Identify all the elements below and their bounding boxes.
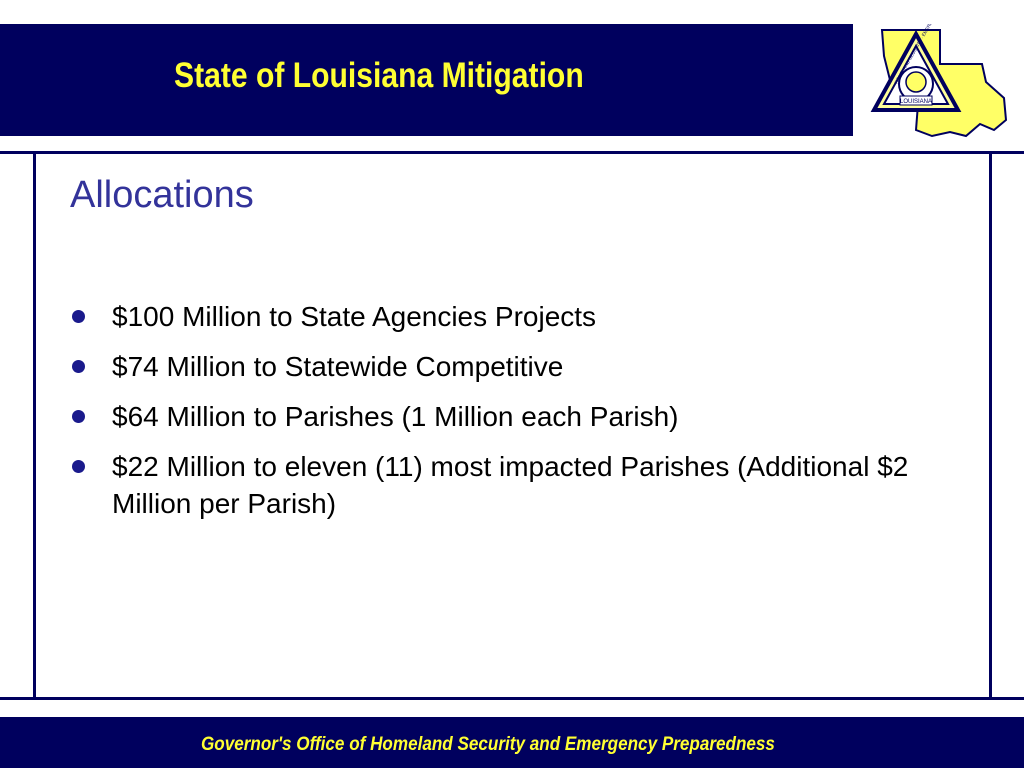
bullet-dot-icon <box>72 360 85 373</box>
header-bar <box>0 24 853 136</box>
louisiana-homeland-security-emblem-icon: LOUISIANA HOMELAND SECURITY · EMERGENCY … <box>870 24 1010 148</box>
content-right-border <box>989 151 992 700</box>
bullet-item: $74 Million to Statewide Competitive <box>70 348 930 385</box>
logo-label: LOUISIANA <box>900 99 932 105</box>
bullet-dot-icon <box>72 460 85 473</box>
bullet-text: $74 Million to Statewide Competitive <box>112 351 564 382</box>
header-title: State of Louisiana Mitigation <box>174 56 584 95</box>
bullet-text: $64 Million to Parishes (1 Million each … <box>112 401 679 432</box>
footer-text: Governor's Office of Homeland Security a… <box>201 734 775 755</box>
content-top-border <box>0 151 1024 154</box>
bullet-item: $64 Million to Parishes (1 Million each … <box>70 398 930 435</box>
bullet-text: $100 Million to State Agencies Projects <box>112 301 597 332</box>
bullet-dot-icon <box>72 310 85 323</box>
slide-title: Allocations <box>70 174 254 216</box>
content-left-border <box>33 151 36 700</box>
footer-bar <box>0 717 1024 768</box>
content-bottom-border <box>0 697 1024 700</box>
bullet-item: $100 Million to State Agencies Projects <box>70 298 930 335</box>
bullet-item: $22 Million to eleven (11) most impacted… <box>70 448 930 522</box>
bullet-list: $100 Million to State Agencies Projects … <box>70 298 930 535</box>
bullet-text: $22 Million to eleven (11) most impacted… <box>112 451 909 519</box>
bullet-dot-icon <box>72 410 85 423</box>
